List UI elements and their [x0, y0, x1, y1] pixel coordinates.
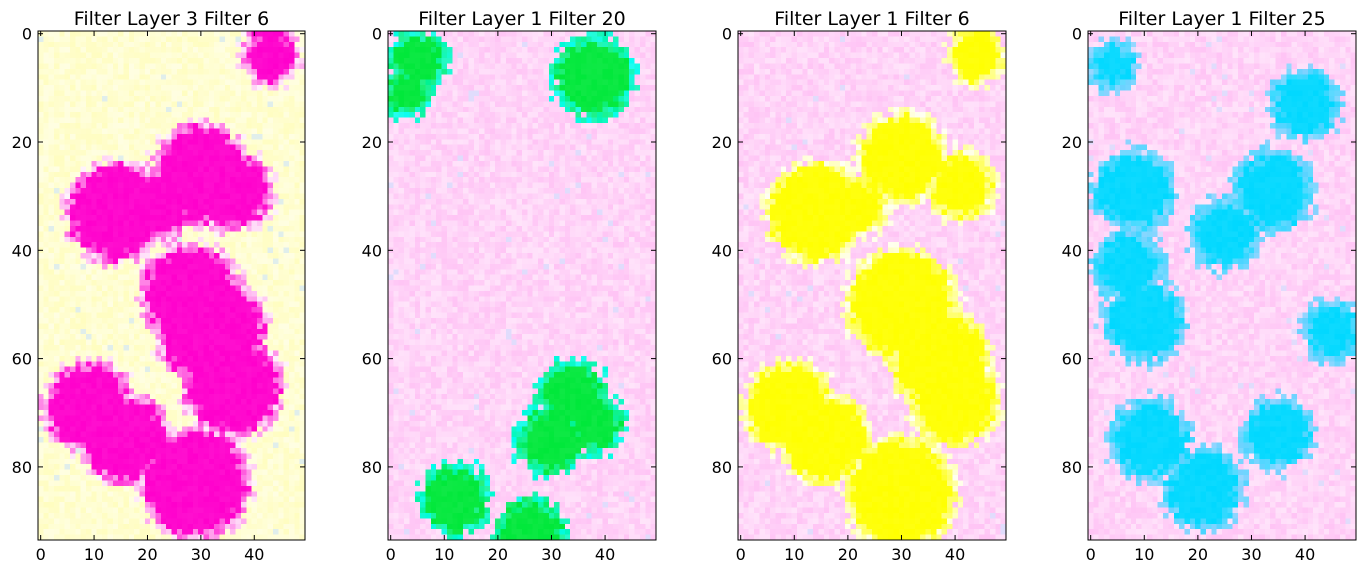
x-tick-label: 10 [84, 545, 104, 564]
x-tick-label: 0 [1086, 545, 1096, 564]
x-tick-label: 20 [1188, 545, 1208, 564]
axes-frame [737, 30, 1007, 541]
y-tick-label: 80 [12, 458, 32, 477]
y-tick-label: 0 [722, 25, 732, 44]
y-tick-label: 80 [362, 458, 382, 477]
x-tick-label: 10 [434, 545, 454, 564]
chart-title: Filter Layer 3 Filter 6 [74, 8, 269, 30]
heatmap-image [738, 31, 1006, 540]
y-tick-label: 40 [1062, 241, 1082, 260]
x-tick-label: 40 [595, 545, 615, 564]
x-tick-label: 20 [838, 545, 858, 564]
y-tick-label: 20 [712, 133, 732, 152]
x-tick-label: 40 [244, 545, 264, 564]
x-tick-label: 30 [191, 545, 211, 564]
x-tick-label: 30 [1241, 545, 1261, 564]
x-tick-label: 10 [784, 545, 804, 564]
heatmap-panel-4: Filter Layer 1 Filter 25 0 10 20 30 40 0 20 40 60… [1062, 8, 1357, 564]
x-tick-label: 0 [736, 545, 746, 564]
heatmap-image [1088, 31, 1356, 540]
axes-frame [387, 30, 657, 541]
y-tick-label: 80 [1062, 458, 1082, 477]
y-tick-label: 60 [362, 350, 382, 369]
heatmap-image [38, 31, 305, 540]
x-tick-label: 20 [137, 545, 157, 564]
y-tick-label: 60 [1062, 350, 1082, 369]
x-tick-label: 0 [36, 545, 46, 564]
y-tick-label: 60 [712, 350, 732, 369]
y-tick-label: 40 [12, 241, 32, 260]
heatmap-image [388, 31, 656, 540]
y-tick-label: 40 [362, 241, 382, 260]
heatmap-panel-1: Filter Layer 3 Filter 6 0 10 20 30 40 0 20 40 60 8… [12, 8, 306, 564]
y-tick-label: 20 [1062, 133, 1082, 152]
chart-title: Filter Layer 1 Filter 6 [774, 8, 969, 30]
y-tick-label: 20 [362, 133, 382, 152]
y-tick-label: 0 [372, 25, 382, 44]
axes-frame [37, 30, 306, 541]
y-tick-label: 20 [12, 133, 32, 152]
x-tick-label: 20 [488, 545, 508, 564]
chart-title: Filter Layer 1 Filter 25 [1118, 8, 1326, 30]
y-tick-label: 80 [712, 458, 732, 477]
x-tick-label: 30 [541, 545, 561, 564]
x-tick-label: 10 [1134, 545, 1154, 564]
x-tick-label: 40 [1295, 545, 1315, 564]
x-tick-label: 40 [945, 545, 965, 564]
x-tick-label: 30 [891, 545, 911, 564]
y-tick-label: 0 [22, 25, 32, 44]
heatmap-panel-2: Filter Layer 1 Filter 20 0 10 20 30 40 0 20 40 60… [362, 8, 657, 564]
y-tick-label: 60 [12, 350, 32, 369]
y-tick-label: 0 [1072, 25, 1082, 44]
heatmap-panel-3: Filter Layer 1 Filter 6 0 10 20 30 40 0 20 40 60 8… [712, 8, 1007, 564]
y-tick-label: 40 [712, 241, 732, 260]
axes-frame [1087, 30, 1357, 541]
x-tick-label: 0 [386, 545, 396, 564]
chart-title: Filter Layer 1 Filter 20 [418, 8, 626, 30]
